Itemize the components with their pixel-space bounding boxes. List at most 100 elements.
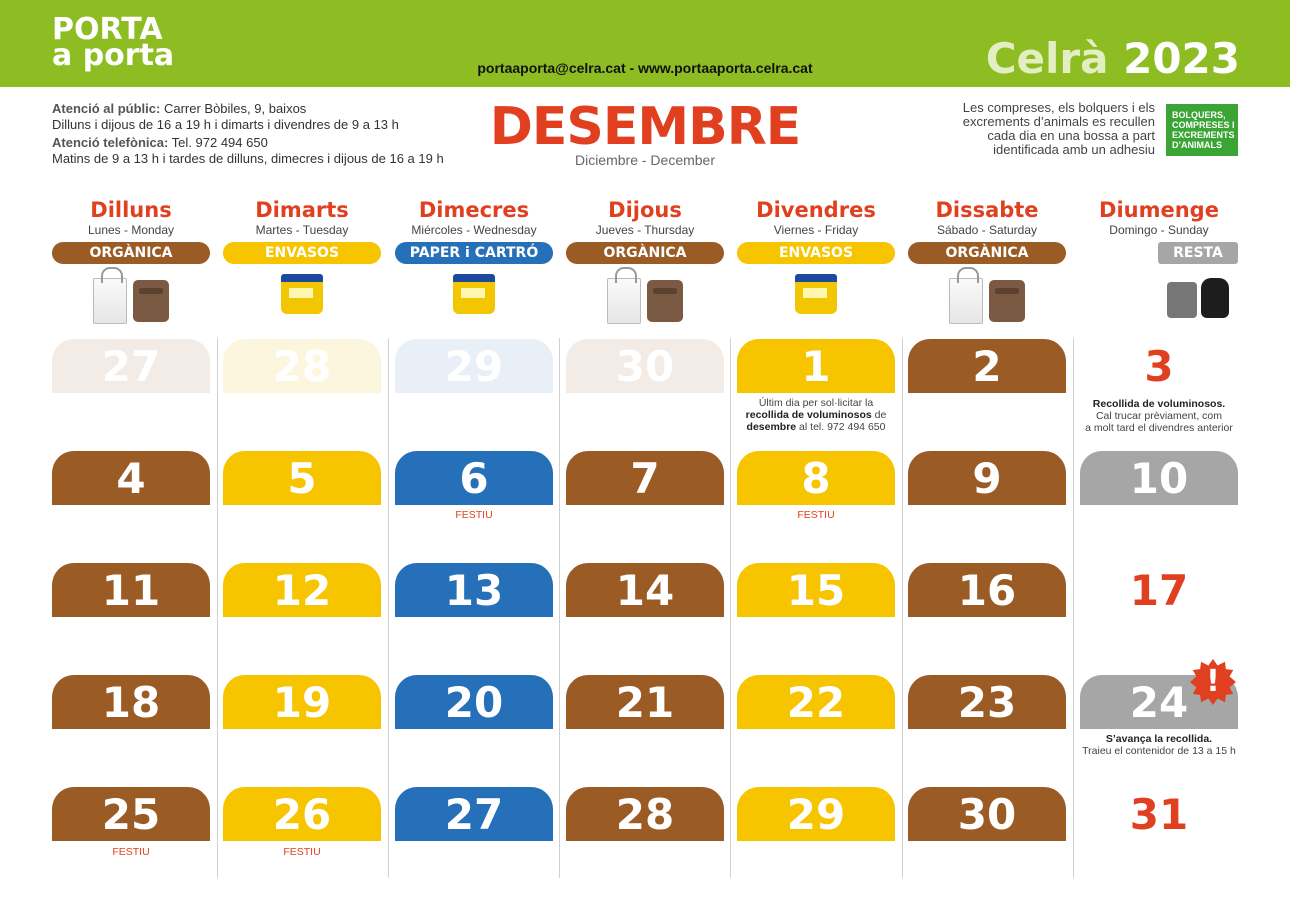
day-cell-3: 3	[1144, 342, 1174, 391]
day-cell-16: 16	[908, 563, 1066, 617]
phone-value: Tel. 972 494 650	[168, 135, 268, 150]
column-divider	[902, 338, 903, 878]
weekday-translation: Martes - Tuesday	[255, 223, 349, 237]
day-cell-29: 29	[395, 339, 553, 393]
column-divider	[559, 338, 560, 878]
day-cell-10: 10	[1080, 451, 1238, 505]
waste-type-pill: ORGÀNICA	[52, 242, 210, 264]
compost-bag-icon	[93, 267, 127, 324]
note-dec-3: Recollida de voluminosos. Cal trucar prè…	[1079, 398, 1239, 434]
compost-bag-icon	[949, 267, 983, 324]
badge-line: EXCREMENTS	[1172, 130, 1235, 140]
public-label: Atenció al públic:	[52, 101, 161, 116]
day-cell-9: 9	[908, 451, 1066, 505]
day-cell-27: 27	[52, 339, 210, 393]
weekday-translation: Viernes - Friday	[773, 223, 859, 237]
note-line: Últim dia per sol·licitar la	[758, 397, 874, 409]
month-title: DESEMBRE	[489, 97, 802, 157]
day-cell-11: 11	[52, 563, 210, 617]
waste-type-pill: PAPER i CARTRÓ	[395, 242, 553, 264]
contact-info: Atenció al públic: Carrer Bòbiles, 9, ba…	[52, 101, 444, 167]
note-line: Traieu el contenidor de 13 a 15 h	[1082, 745, 1236, 757]
day-cell-25: 25	[52, 787, 210, 841]
public-hours: Dilluns i dijous de 16 a 19 h i dimarts …	[52, 117, 399, 132]
brown-bin-icon	[647, 280, 683, 322]
column-divider	[217, 338, 218, 878]
day-cell-19: 19	[223, 675, 381, 729]
note-line: a molt tard el divendres anterior	[1085, 422, 1233, 434]
city-name: Celrà	[985, 34, 1109, 83]
day-cell-12: 12	[223, 563, 381, 617]
weekday-header: Dimarts Martes - Tuesday	[223, 197, 381, 237]
calendar-title: Celrà 2023	[986, 34, 1240, 83]
notice-line: cada dia en una bossa a part	[987, 128, 1155, 143]
day-cell-17: 17	[1129, 566, 1189, 615]
note-bold: recollida de voluminosos	[745, 409, 872, 421]
weekday-header: Dissabte Sábado - Saturday	[908, 197, 1066, 237]
day-cell-20: 20	[395, 675, 553, 729]
notice-line: identificada amb un adhesiu	[993, 142, 1155, 157]
festiu-label: FESTIU	[112, 846, 150, 858]
hygiene-badge: BOLQUERS, COMPRESES I EXCREMENTS D’ANIMA…	[1166, 104, 1238, 156]
black-bag-icon	[1201, 278, 1229, 318]
pointer-arrow-icon	[1152, 729, 1164, 736]
weekday-name: Dilluns	[90, 198, 172, 222]
day-cell-21: 21	[566, 675, 724, 729]
waste-type-pill: RESTA	[1158, 242, 1238, 264]
hygiene-notice: Les compreses, els bolquers i els excrem…	[925, 101, 1155, 157]
badge-line: COMPRESES I	[1172, 120, 1235, 130]
yellow-bin-icon	[795, 274, 837, 314]
festiu-label: FESTIU	[455, 509, 493, 521]
festiu-label: FESTIU	[283, 846, 321, 858]
note-line: Cal trucar prèviament, com	[1095, 410, 1223, 422]
grey-bin-icon	[1167, 282, 1197, 318]
column-divider	[388, 338, 389, 878]
yellow-bin-icon	[281, 274, 323, 314]
weekday-header: Diumenge Domingo - Sunday	[1080, 197, 1238, 237]
day-cell-23: 23	[908, 675, 1066, 729]
note-text: de	[871, 409, 887, 421]
weekday-translation: Miércoles - Wednesday	[411, 223, 537, 237]
day-cell-4: 4	[52, 451, 210, 505]
weekday-name: Dijous	[608, 198, 682, 222]
day-cell-26: 26	[223, 787, 381, 841]
notice-line: Les compreses, els bolquers i els	[962, 100, 1155, 115]
day-cell-7: 7	[566, 451, 724, 505]
compost-bag-icon	[607, 267, 641, 324]
day-cell-18: 18	[52, 675, 210, 729]
note-bold: desembre	[746, 421, 797, 433]
day-cell-30: 30	[566, 339, 724, 393]
brown-bin-icon	[989, 280, 1025, 322]
note-bold: Recollida de voluminosos.	[1092, 398, 1226, 410]
logo-line1: PORTA	[52, 12, 163, 47]
day-cell-15: 15	[737, 563, 895, 617]
weekday-translation: Sábado - Saturday	[936, 223, 1038, 237]
weekday-translation: Domingo - Sunday	[1109, 223, 1209, 237]
badge-line: BOLQUERS,	[1172, 110, 1226, 120]
day-cell-29: 29	[737, 787, 895, 841]
column-divider	[730, 338, 731, 878]
weekday-header: Dilluns Lunes - Monday	[52, 197, 210, 237]
day-cell-8: 8	[737, 451, 895, 505]
weekday-translation: Lunes - Monday	[87, 223, 175, 237]
day-cell-30: 30	[908, 787, 1066, 841]
column-divider	[1073, 338, 1074, 878]
weekday-name: Dimarts	[255, 198, 349, 222]
month-subtitle: Diciembre - December	[574, 152, 716, 168]
header-band	[0, 0, 1290, 87]
day-cell-28: 28	[223, 339, 381, 393]
weekday-name: Diumenge	[1099, 198, 1219, 222]
weekday-name: Dissabte	[935, 198, 1039, 222]
weekday-header: Dijous Jueves - Thursday	[566, 197, 724, 237]
waste-type-pill: ORGÀNICA	[908, 242, 1066, 264]
note-text: al tel. 972 494 650	[796, 421, 886, 433]
waste-type-pill: ENVASOS	[737, 242, 895, 264]
day-cell-28: 28	[566, 787, 724, 841]
day-cell-2: 2	[908, 339, 1066, 393]
note-dec-1: Últim dia per sol·licitar la recollida d…	[736, 397, 896, 433]
festiu-label: FESTIU	[797, 509, 835, 521]
porta-a-porta-logo: PORTA a porta	[52, 12, 174, 71]
weekday-header: Dimecres Miércoles - Wednesday	[395, 197, 553, 237]
weekday-translation: Jueves - Thursday	[595, 223, 695, 237]
day-cell-31: 31	[1129, 790, 1189, 839]
